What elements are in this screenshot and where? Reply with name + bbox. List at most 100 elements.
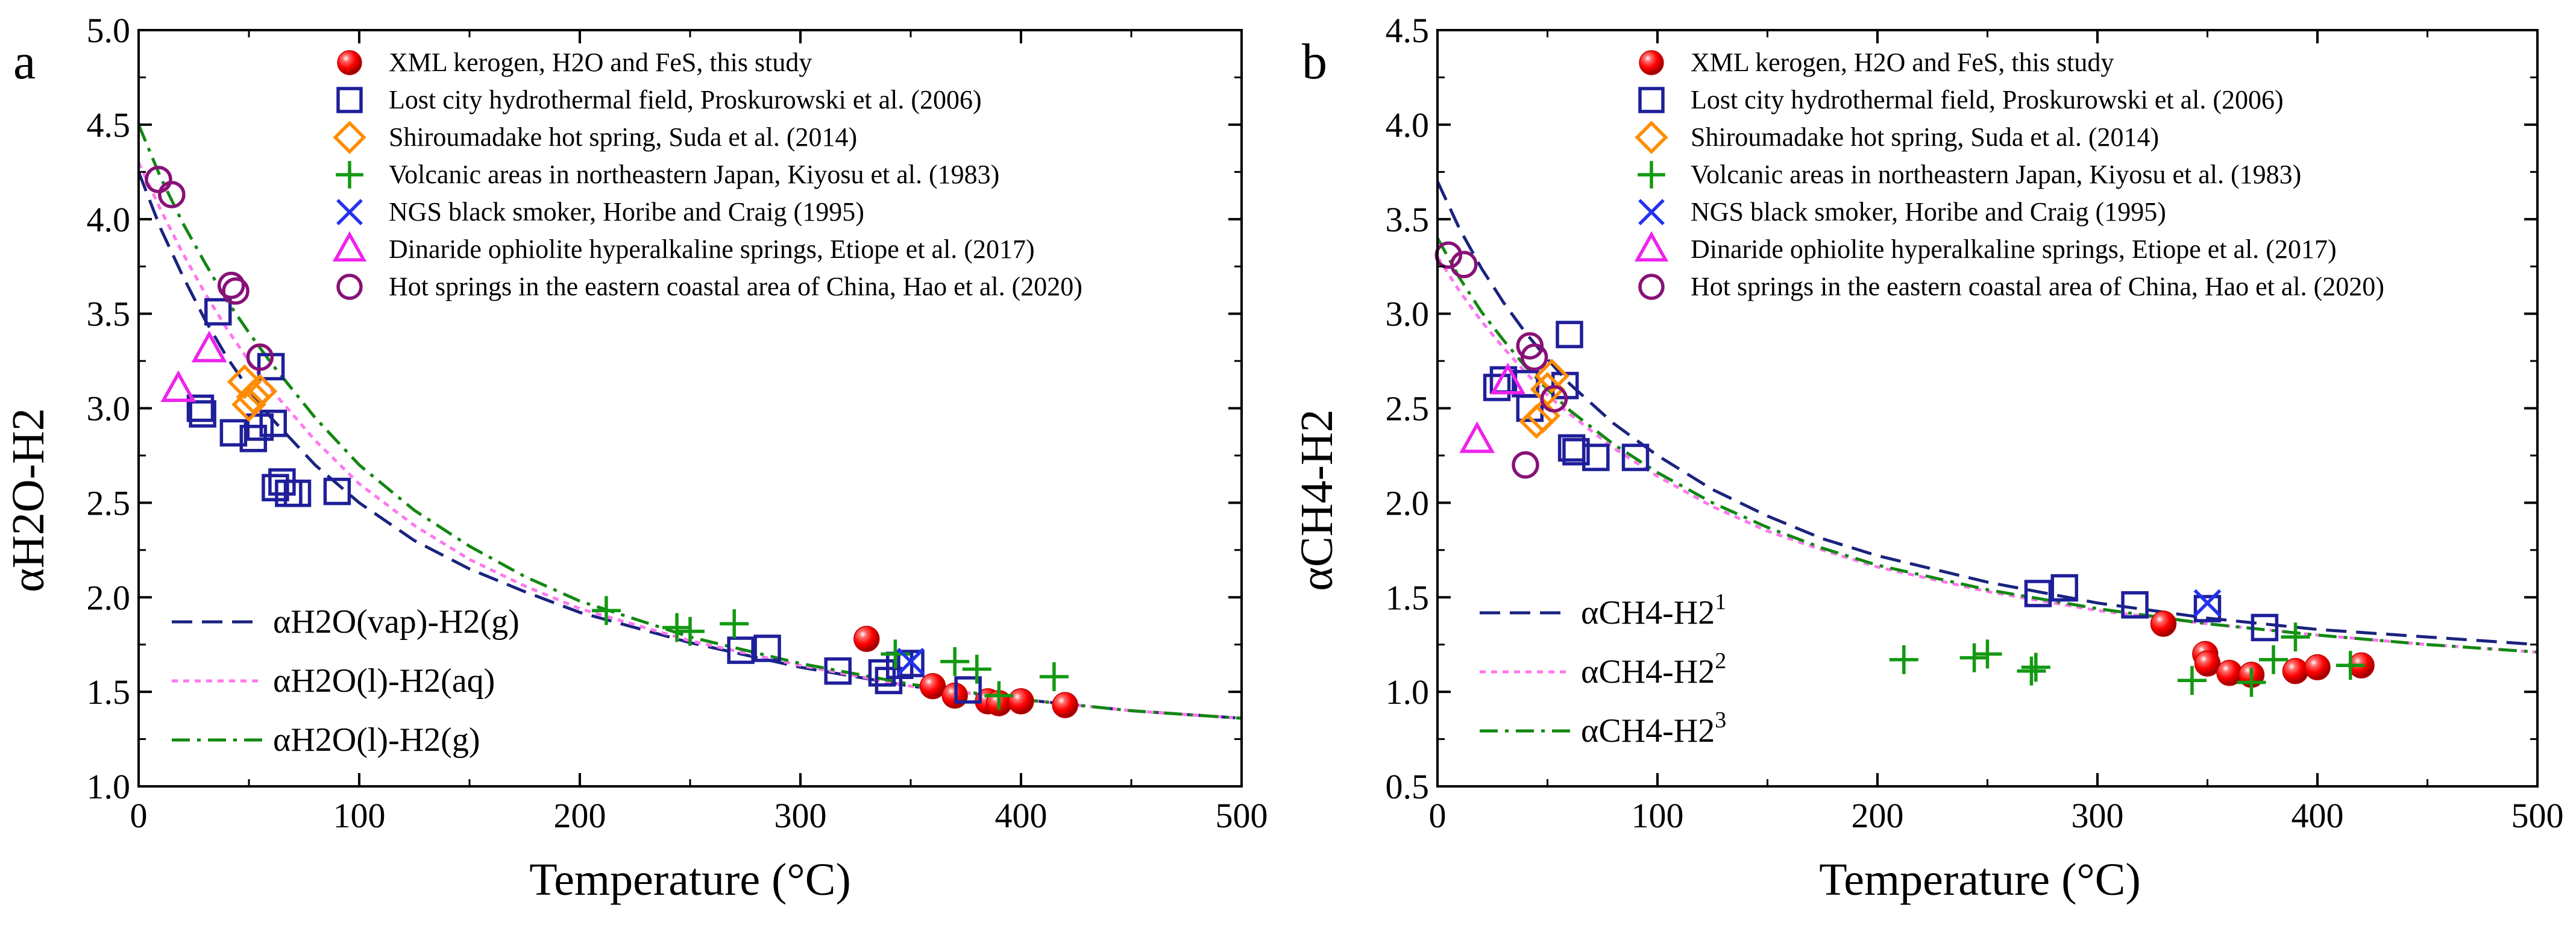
panel-b-legend: XML kerogen, H2O and FeS, this study Lost… xyxy=(1634,48,2384,301)
legend-entry-label: Hot springs in the eastern coastal area … xyxy=(389,272,1082,301)
y-tick-label: 2.0 xyxy=(1386,483,1430,522)
legend-entry-label: Dinaride ophiolite hyperalkaline springs… xyxy=(389,234,1035,264)
square-marker xyxy=(323,477,351,506)
panel-b-curve-legend: αCH4-H21 αCH4-H22 αCH4-H23 xyxy=(1480,589,1726,750)
plus-marker xyxy=(2017,656,2046,686)
panel-b-points xyxy=(1434,241,2375,697)
y-tick-label: 3.5 xyxy=(87,295,131,334)
y-tick-label: 4.5 xyxy=(1386,11,1430,50)
y-tick-label: 4.5 xyxy=(87,105,131,145)
curve-dashdot xyxy=(1436,237,2538,654)
panel-a-plot-frame xyxy=(137,29,1243,788)
x-tick-label: 400 xyxy=(995,796,1048,835)
plus-marker xyxy=(1959,643,1989,672)
plus-marker xyxy=(1889,645,1918,674)
sphere-marker xyxy=(2282,657,2309,685)
sphere-marker xyxy=(2194,650,2221,677)
curve-dash xyxy=(1436,180,2538,647)
square-marker xyxy=(753,635,781,662)
triangle-marker xyxy=(160,370,196,403)
square-marker xyxy=(1483,374,1511,401)
legend-entry-label: Lost city hydrothermal field, Proskurows… xyxy=(389,85,982,114)
square-marker xyxy=(1638,87,1665,113)
panel-a-label: a xyxy=(13,34,36,90)
curve-dashdot xyxy=(137,124,1242,720)
plus-marker xyxy=(1638,161,1665,189)
x-tick-label: 0 xyxy=(130,796,148,835)
circle-marker xyxy=(158,181,186,208)
plus-marker xyxy=(2336,651,2365,680)
sphere-marker xyxy=(337,50,362,75)
curve-legend-label: αCH4-H23 xyxy=(1581,707,1726,750)
x-marker xyxy=(1638,199,1665,225)
curve-legend-label: αCH4-H22 xyxy=(1581,648,1726,691)
square-marker xyxy=(2193,595,2222,622)
legend-entry-label: Shiroumadake hot spring, Suda et al. (20… xyxy=(1691,122,2159,152)
triangle-marker xyxy=(332,231,367,262)
y-tick-label: 2.5 xyxy=(87,483,131,522)
y-tick-label: 2.5 xyxy=(1386,389,1430,428)
legend-entry-label: Hot springs in the eastern coastal area … xyxy=(1691,272,2384,301)
circle-marker xyxy=(246,343,274,371)
plus-marker xyxy=(591,596,621,625)
panel-b-chart: b αCH4-H2 Temperature (°C) 0 100 200 300 400… xyxy=(1292,11,2564,905)
y-tick-label: 5.0 xyxy=(87,11,131,50)
curve-legend-superscript: 1 xyxy=(1715,589,1726,615)
square-marker xyxy=(897,650,925,677)
square-marker xyxy=(2024,580,2052,607)
plus-marker xyxy=(2177,666,2207,695)
plus-marker xyxy=(2237,668,2266,697)
plus-marker xyxy=(940,647,970,676)
sphere-marker xyxy=(1639,50,1664,75)
panel-b-ticks: 0 100 200 300 400 500 0.5 1.0 1.5 2.0 2.5 3.0 3.5 4.0… xyxy=(1386,11,2564,835)
square-marker xyxy=(283,479,312,507)
legend-entry-label: Lost city hydrothermal field, Proskurows… xyxy=(1691,85,2284,114)
triangle-marker xyxy=(1634,231,1669,262)
square-marker xyxy=(1562,437,1590,466)
plus-marker xyxy=(662,613,692,642)
panel-a-curve-legend: αH2O(vap)-H2(g) αH2O(l)-H2(aq) αH2O(l)-H2(… xyxy=(172,603,520,759)
circle-marker xyxy=(1520,343,1548,371)
diamond-marker xyxy=(1635,121,1668,154)
square-marker xyxy=(219,419,248,447)
panel-a-chart: a αH2O-H2 Temperature (°C) 0 100 200 300 400… xyxy=(3,11,1268,905)
square-marker xyxy=(1516,394,1544,422)
plus-marker xyxy=(2281,622,2310,652)
y-tick-label: 2.0 xyxy=(87,578,131,617)
curve-dot xyxy=(1436,256,2538,654)
curve-legend-label: αH2O(l)-H2(g) xyxy=(273,721,480,759)
panel-a-ticks: 0 100 200 300 400 500 1.0 1.5 2.0 2.5 3.0 3.5 4.0 4.5… xyxy=(87,11,1268,835)
x-marker xyxy=(336,199,363,225)
square-marker xyxy=(204,298,232,326)
triangle-marker xyxy=(1459,421,1495,453)
legend-entry-label: NGS black smoker, Horibe and Craig (1995… xyxy=(1691,197,2166,227)
square-marker xyxy=(336,87,363,113)
curve-legend-superscript: 3 xyxy=(1715,707,1726,733)
triangle-marker xyxy=(1490,362,1526,395)
x-tick-label: 400 xyxy=(2292,796,2344,835)
panel-a-y-axis-label: αH2O-H2 xyxy=(3,408,54,592)
square-marker xyxy=(727,636,755,664)
square-marker xyxy=(1582,443,1610,471)
square-marker xyxy=(2121,591,2149,619)
x-marker xyxy=(897,647,925,675)
sphere-marker xyxy=(2150,610,2177,637)
sphere-marker xyxy=(1052,692,1078,718)
panel-a-points xyxy=(145,166,1078,718)
sphere-marker xyxy=(2304,654,2331,681)
x-tick-label: 0 xyxy=(1429,796,1447,835)
x-tick-label: 300 xyxy=(2072,796,2124,835)
legend-entry-label: XML kerogen, H2O and FeS, this study xyxy=(389,48,812,77)
curve-legend-label: αH2O(l)-H2(aq) xyxy=(273,662,495,700)
y-tick-label: 1.5 xyxy=(87,672,131,712)
sphere-marker xyxy=(919,672,946,700)
legend-entry-label: Volcanic areas in northeastern Japan, Ki… xyxy=(1691,160,2301,189)
y-tick-label: 1.0 xyxy=(87,767,131,806)
plus-marker xyxy=(1973,639,2002,669)
square-marker xyxy=(259,409,287,437)
curve-dot xyxy=(137,161,1242,720)
plus-marker xyxy=(2259,645,2288,674)
curve-legend-superscript: 2 xyxy=(1715,648,1726,674)
circle-marker xyxy=(217,271,245,299)
